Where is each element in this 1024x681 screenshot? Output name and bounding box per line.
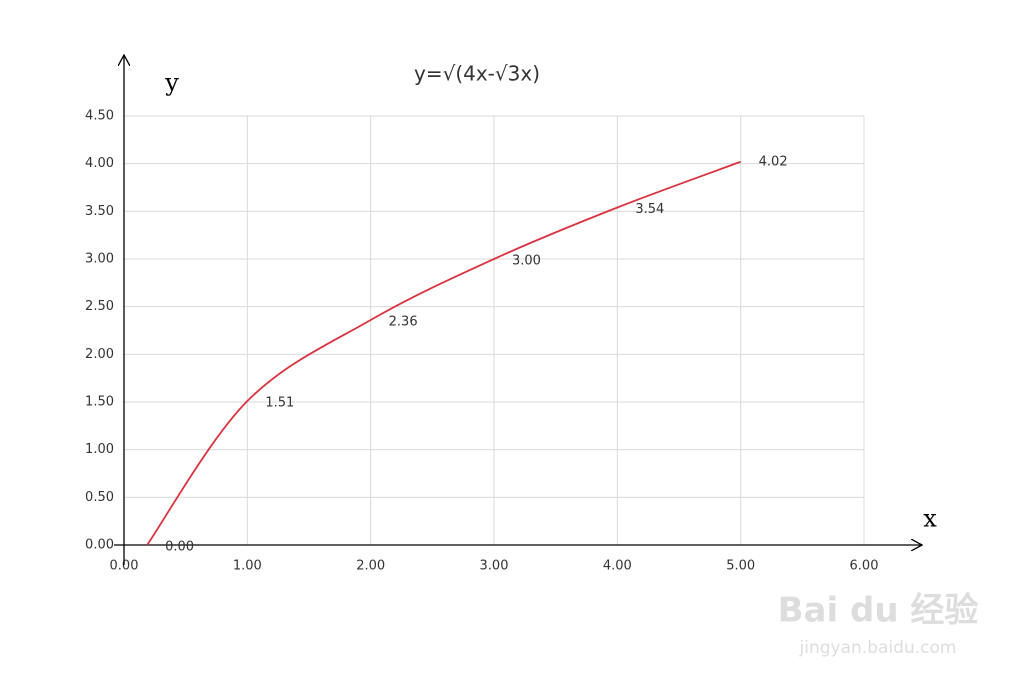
y-tick-label: 2.00	[85, 347, 114, 362]
data-label: 0.00	[165, 540, 194, 555]
y-tick-label: 3.50	[85, 204, 114, 219]
x-tick-label: 1.00	[233, 559, 262, 574]
x-tick-label: 2.00	[356, 559, 385, 574]
data-label: 2.36	[389, 315, 418, 330]
data-label: 3.00	[512, 254, 541, 269]
y-tick-label: 1.50	[85, 395, 114, 410]
chart-title: y=√(4x-√3x)	[414, 62, 540, 86]
x-tick-label: 6.00	[850, 559, 879, 574]
y-tick-label: 4.50	[85, 109, 114, 124]
data-label: 1.51	[265, 396, 294, 411]
y-axis-label: y	[164, 69, 179, 97]
watermark-url: jingyan.baidu.com	[799, 638, 957, 658]
y-tick-label: 4.00	[85, 156, 114, 171]
y-tick-label: 3.00	[85, 252, 114, 267]
y-tick-label: 2.50	[85, 299, 114, 314]
y-tick-label: 0.50	[85, 490, 114, 505]
x-tick-label: 4.00	[603, 559, 632, 574]
watermark-brand: Bai du 经验	[778, 591, 979, 631]
data-label: 3.54	[635, 202, 664, 217]
y-tick-label: 1.00	[85, 442, 114, 457]
x-tick-label: 0.00	[110, 559, 139, 574]
data-line	[146, 160, 741, 546]
x-tick-label: 3.00	[480, 559, 509, 574]
x-axis-label: x	[923, 505, 937, 533]
x-tick-label: 5.00	[726, 559, 755, 574]
data-label: 4.02	[759, 154, 788, 169]
y-tick-label: 0.00	[85, 538, 114, 553]
